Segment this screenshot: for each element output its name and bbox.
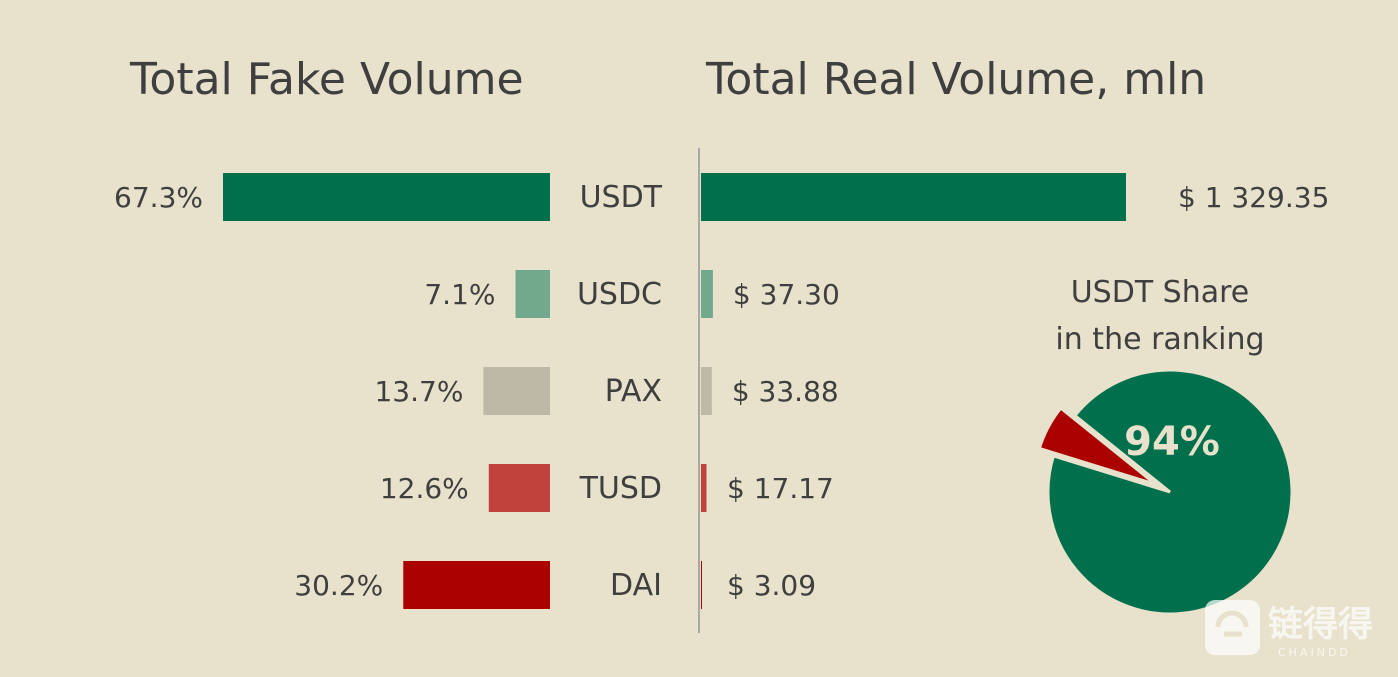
category-label-tusd: TUSD <box>579 471 662 506</box>
watermark-subtext: CHAINDD <box>1278 646 1351 659</box>
real-bar-dai <box>701 561 702 609</box>
usdt-share-pie: USDT Share in the ranking 94% <box>1037 275 1294 616</box>
real-value-label: $ 37.30 <box>733 278 840 311</box>
pie-slice-other <box>1037 405 1157 486</box>
fake-volume-panel: 67.3% USDT 7.1% USDC 13.7% PAX 12.6% TUSD 30.2% D… <box>114 173 663 609</box>
fake-bar-usdt <box>223 173 550 221</box>
category-label-usdt: USDT <box>580 180 663 215</box>
watermark-logo-mark <box>1215 610 1249 628</box>
fake-bar-tusd <box>488 464 550 512</box>
real-value-label: $ 3.09 <box>727 569 816 602</box>
real-bar-pax <box>701 367 712 415</box>
real-bar-usdc <box>701 270 713 318</box>
pie-title-line-1: USDT Share <box>1071 275 1250 310</box>
fake-bar-pax <box>483 367 550 415</box>
real-value-label: $ 17.17 <box>727 472 834 505</box>
fake-value-label: 7.1% <box>424 278 495 311</box>
real-bar-tusd <box>701 464 707 512</box>
watermark-logo-box <box>1205 600 1260 655</box>
fake-value-label: 12.6% <box>380 472 469 505</box>
pie-value-label: 94% <box>1124 419 1220 465</box>
fake-value-label: 30.2% <box>294 569 383 602</box>
category-label-dai: DAI <box>610 568 662 603</box>
real-volume-title: Total Real Volume, mln <box>705 54 1206 105</box>
real-value-label: $ 1 329.35 <box>1178 181 1329 214</box>
pie-title-line-2: in the ranking <box>1055 322 1264 357</box>
category-label-usdc: USDC <box>577 277 662 312</box>
fake-bar-usdc <box>515 270 550 318</box>
watermark-text: 链得得 <box>1268 605 1373 645</box>
fake-value-label: 67.3% <box>114 181 203 214</box>
fake-bar-dai <box>403 561 550 609</box>
real-value-label: $ 33.88 <box>732 375 839 408</box>
real-volume-panel: $ 1 329.35 $ 37.30 $ 33.88 $ 17.17 $ 3.09 <box>701 173 1329 609</box>
fake-volume-title: Total Fake Volume <box>129 54 524 105</box>
pie-slice-usdt <box>1046 368 1294 616</box>
fake-value-label: 13.7% <box>374 375 463 408</box>
category-label-pax: PAX <box>605 374 662 409</box>
real-bar-usdt <box>701 173 1126 221</box>
chaindd-watermark: 链得得 CHAINDD <box>1205 600 1373 659</box>
